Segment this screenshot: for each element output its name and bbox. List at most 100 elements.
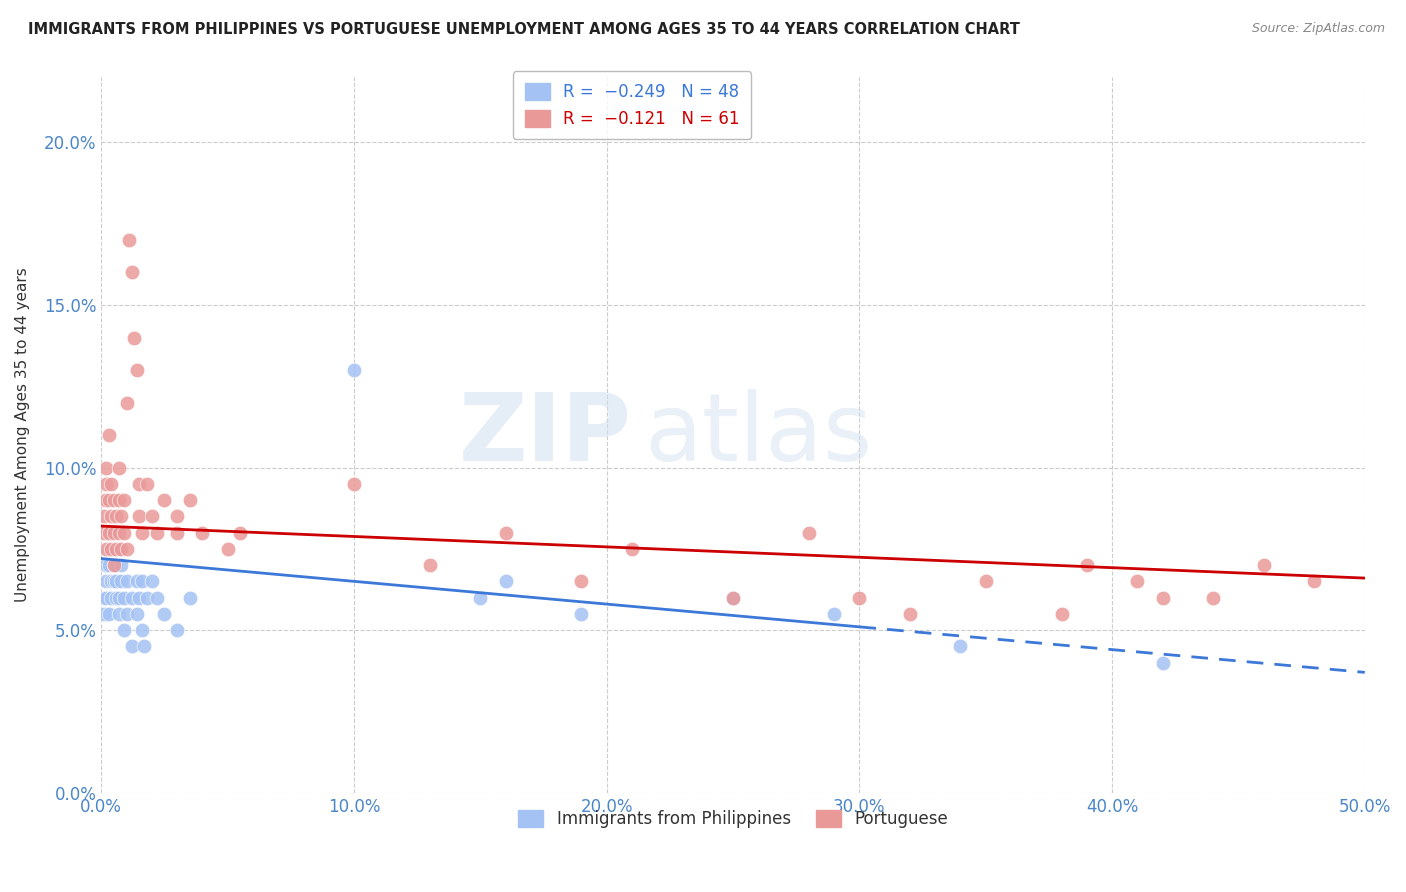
Point: [1076, 558, 1098, 573]
Point: [96, 476, 118, 491]
Point: [131, 623, 153, 637]
Point: [103, 558, 125, 573]
Point: [620, 541, 643, 556]
Point: [110, 509, 132, 524]
Y-axis label: Unemployment Among Ages 35 to 44 years: Unemployment Among Ages 35 to 44 years: [15, 268, 30, 602]
Point: [974, 574, 997, 589]
Point: [108, 607, 131, 621]
Point: [108, 525, 131, 540]
Point: [115, 395, 138, 409]
Point: [571, 574, 593, 589]
Point: [103, 558, 125, 573]
Point: [93, 591, 115, 605]
Point: [100, 509, 122, 524]
Point: [93, 493, 115, 508]
Point: [131, 525, 153, 540]
Point: [97, 493, 120, 508]
Point: [97, 428, 120, 442]
Point: [848, 591, 870, 605]
Point: [1253, 558, 1275, 573]
Point: [135, 476, 157, 491]
Point: [110, 574, 132, 589]
Point: [100, 476, 122, 491]
Text: ZIP: ZIP: [460, 389, 631, 481]
Point: [1152, 591, 1174, 605]
Point: [93, 525, 115, 540]
Point: [166, 525, 188, 540]
Point: [96, 574, 118, 589]
Point: [103, 525, 125, 540]
Point: [103, 493, 125, 508]
Point: [125, 607, 148, 621]
Point: [112, 493, 135, 508]
Point: [721, 591, 744, 605]
Point: [112, 591, 135, 605]
Point: [105, 558, 128, 573]
Point: [721, 591, 744, 605]
Point: [105, 591, 128, 605]
Point: [96, 493, 118, 508]
Point: [229, 525, 252, 540]
Point: [134, 640, 156, 654]
Point: [121, 591, 143, 605]
Point: [118, 233, 141, 247]
Point: [121, 265, 143, 279]
Point: [495, 525, 517, 540]
Point: [103, 574, 125, 589]
Point: [93, 607, 115, 621]
Point: [1152, 656, 1174, 670]
Point: [97, 541, 120, 556]
Point: [100, 591, 122, 605]
Point: [1126, 574, 1149, 589]
Point: [191, 525, 214, 540]
Point: [898, 607, 921, 621]
Point: [166, 623, 188, 637]
Point: [495, 574, 517, 589]
Point: [108, 591, 131, 605]
Point: [105, 541, 128, 556]
Text: atlas: atlas: [644, 389, 873, 481]
Point: [153, 607, 176, 621]
Point: [125, 363, 148, 377]
Point: [100, 574, 122, 589]
Point: [1050, 607, 1073, 621]
Point: [115, 541, 138, 556]
Point: [100, 525, 122, 540]
Point: [108, 460, 131, 475]
Point: [110, 558, 132, 573]
Point: [97, 558, 120, 573]
Point: [96, 558, 118, 573]
Point: [110, 541, 132, 556]
Point: [105, 574, 128, 589]
Point: [153, 493, 176, 508]
Point: [179, 493, 201, 508]
Point: [343, 363, 366, 377]
Point: [166, 509, 188, 524]
Point: [97, 607, 120, 621]
Point: [141, 509, 163, 524]
Point: [128, 591, 150, 605]
Point: [115, 574, 138, 589]
Point: [128, 476, 150, 491]
Point: [343, 476, 366, 491]
Text: Source: ZipAtlas.com: Source: ZipAtlas.com: [1251, 22, 1385, 36]
Point: [97, 525, 120, 540]
Point: [121, 640, 143, 654]
Point: [823, 607, 845, 621]
Point: [112, 525, 135, 540]
Point: [112, 623, 135, 637]
Point: [108, 541, 131, 556]
Point: [217, 541, 239, 556]
Point: [797, 525, 820, 540]
Point: [115, 607, 138, 621]
Point: [949, 640, 972, 654]
Point: [125, 574, 148, 589]
Point: [146, 591, 169, 605]
Point: [100, 541, 122, 556]
Point: [105, 509, 128, 524]
Point: [141, 574, 163, 589]
Point: [135, 591, 157, 605]
Point: [1303, 574, 1326, 589]
Point: [108, 493, 131, 508]
Legend: Immigrants from Philippines, Portuguese: Immigrants from Philippines, Portuguese: [512, 803, 955, 834]
